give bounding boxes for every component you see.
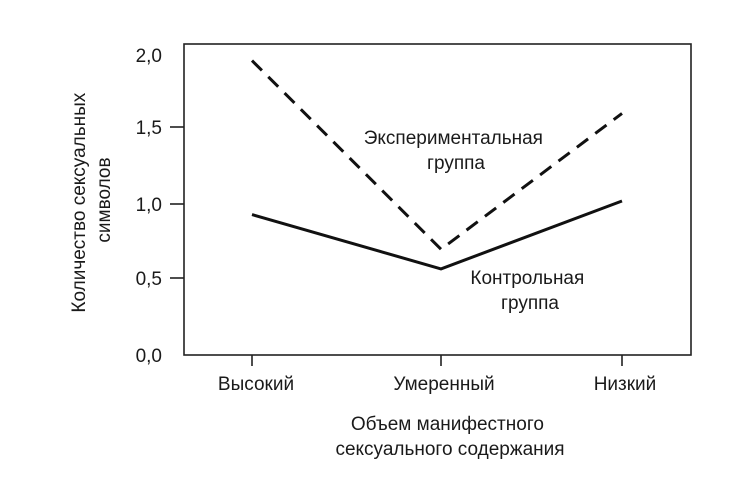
x-axis-title: Объем манифестного сексуального содержан… [335,414,564,460]
x-tick-label: Умеренный [393,374,494,395]
y-tick-label: 1,0 [136,195,162,216]
y-tick-label: 0,5 [136,269,162,290]
y-axis-title-line2: символов [94,157,115,242]
x-axis-title-line2: сексуального содержания [335,439,564,460]
plot-frame [183,43,692,356]
experimental-group-label-line2: группа [427,153,485,174]
x-tick-label: Низкий [594,374,657,395]
x-axis-title-line1: Объем манифестного [351,414,544,435]
experimental-group-label: Экспериментальная группа [364,128,549,174]
control-group-line [251,199,623,271]
y-axis-title-line1: Количество сексуальных [69,92,90,312]
x-axis: Высокий Умеренный Низкий [218,355,656,395]
y-axis: 0,0 0,5 1,0 1,5 2,0 [136,46,184,367]
control-group-label-line1: Контрольная [470,268,584,289]
experimental-group-label-line1: Экспериментальная [364,128,543,149]
y-axis-title: Количество сексуальных символов [69,87,115,312]
y-tick-label: 1,5 [136,118,162,139]
y-tick-label: 2,0 [136,46,162,67]
control-group-label: Контрольная группа [470,268,589,314]
experimental-group-line [250,59,623,252]
y-tick-label: 0,0 [136,346,162,367]
x-tick-label: Высокий [218,374,294,395]
control-group-label-line2: группа [501,293,559,314]
